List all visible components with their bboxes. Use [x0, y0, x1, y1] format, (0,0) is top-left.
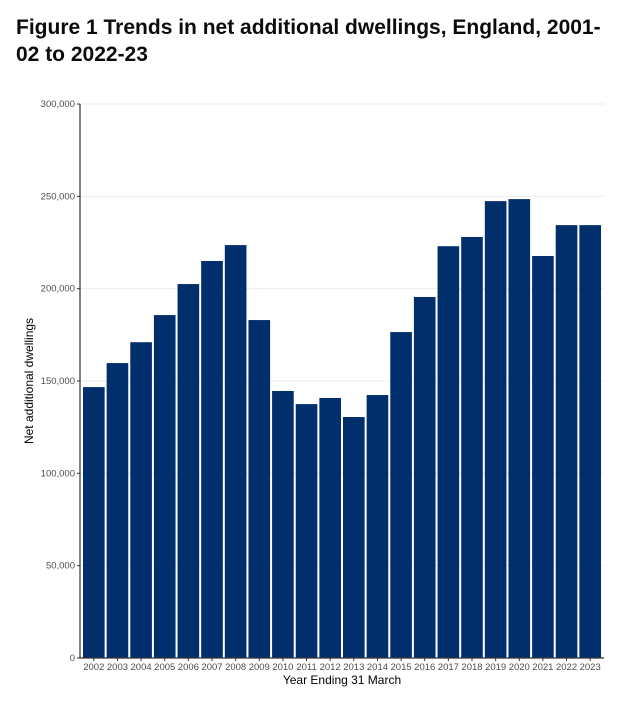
x-tick-label: 2002 [83, 662, 104, 673]
bar-2004 [130, 342, 152, 658]
bar-2022 [555, 225, 578, 658]
x-tick-label: 2006 [178, 662, 199, 673]
bar-2013 [343, 417, 365, 658]
bar-2014 [366, 395, 389, 658]
bar-2016 [413, 296, 436, 658]
bar-2002 [83, 387, 105, 658]
bar-2009 [248, 320, 271, 658]
x-tick-label: 2017 [438, 662, 459, 673]
x-tick-label: 2012 [320, 662, 341, 673]
y-tick-label: 250,000 [41, 191, 75, 202]
x-tick-label: 2009 [249, 662, 270, 673]
y-tick-label: 150,000 [41, 376, 75, 387]
bar-2019 [484, 201, 507, 658]
bar-2017 [437, 246, 460, 658]
x-tick-label: 2019 [485, 662, 506, 673]
x-tick-label: 2022 [556, 662, 577, 673]
y-tick-label: 0 [70, 653, 75, 664]
bar-2006 [177, 284, 200, 658]
x-tick-label: 2011 [296, 662, 316, 673]
chart-title: Figure 1 Trends in net additional dwelli… [16, 16, 601, 66]
x-tick-label: 2016 [414, 662, 435, 673]
x-tick-label: 2015 [391, 662, 412, 673]
bar-2007 [201, 260, 223, 658]
y-axis-label: Net additional dwellings [22, 318, 36, 444]
y-tick-label: 300,000 [41, 99, 75, 110]
x-tick-label: 2013 [343, 662, 364, 673]
bar-2021 [532, 255, 554, 659]
y-tick-label: 50,000 [46, 561, 75, 572]
bar-2023 [579, 225, 601, 658]
bar-2020 [508, 199, 531, 658]
bar-2011 [295, 404, 318, 658]
x-tick-label: 2023 [580, 662, 601, 673]
bar-2010 [272, 390, 294, 658]
x-tick-label: 2010 [272, 662, 293, 673]
x-axis-label: Year Ending 31 March [283, 673, 401, 687]
x-tick-label: 2020 [509, 662, 530, 673]
x-tick-label: 2014 [367, 662, 388, 673]
bar-2003 [106, 363, 129, 658]
bar-2008 [224, 245, 247, 658]
x-tick-label: 2003 [107, 662, 128, 673]
bar-2005 [153, 315, 176, 658]
x-tick-label: 2004 [131, 662, 152, 673]
x-tick-label: 2021 [532, 662, 553, 673]
x-tick-label: 2005 [154, 662, 175, 673]
bar-2015 [390, 332, 412, 658]
y-tick-label: 200,000 [41, 284, 75, 295]
bar-2012 [319, 397, 341, 658]
bar-2018 [461, 236, 483, 658]
y-tick-label: 100,000 [41, 468, 75, 479]
x-tick-label: 2008 [225, 662, 246, 673]
x-tick-label: 2018 [461, 662, 482, 673]
x-tick-label: 2007 [201, 662, 222, 673]
